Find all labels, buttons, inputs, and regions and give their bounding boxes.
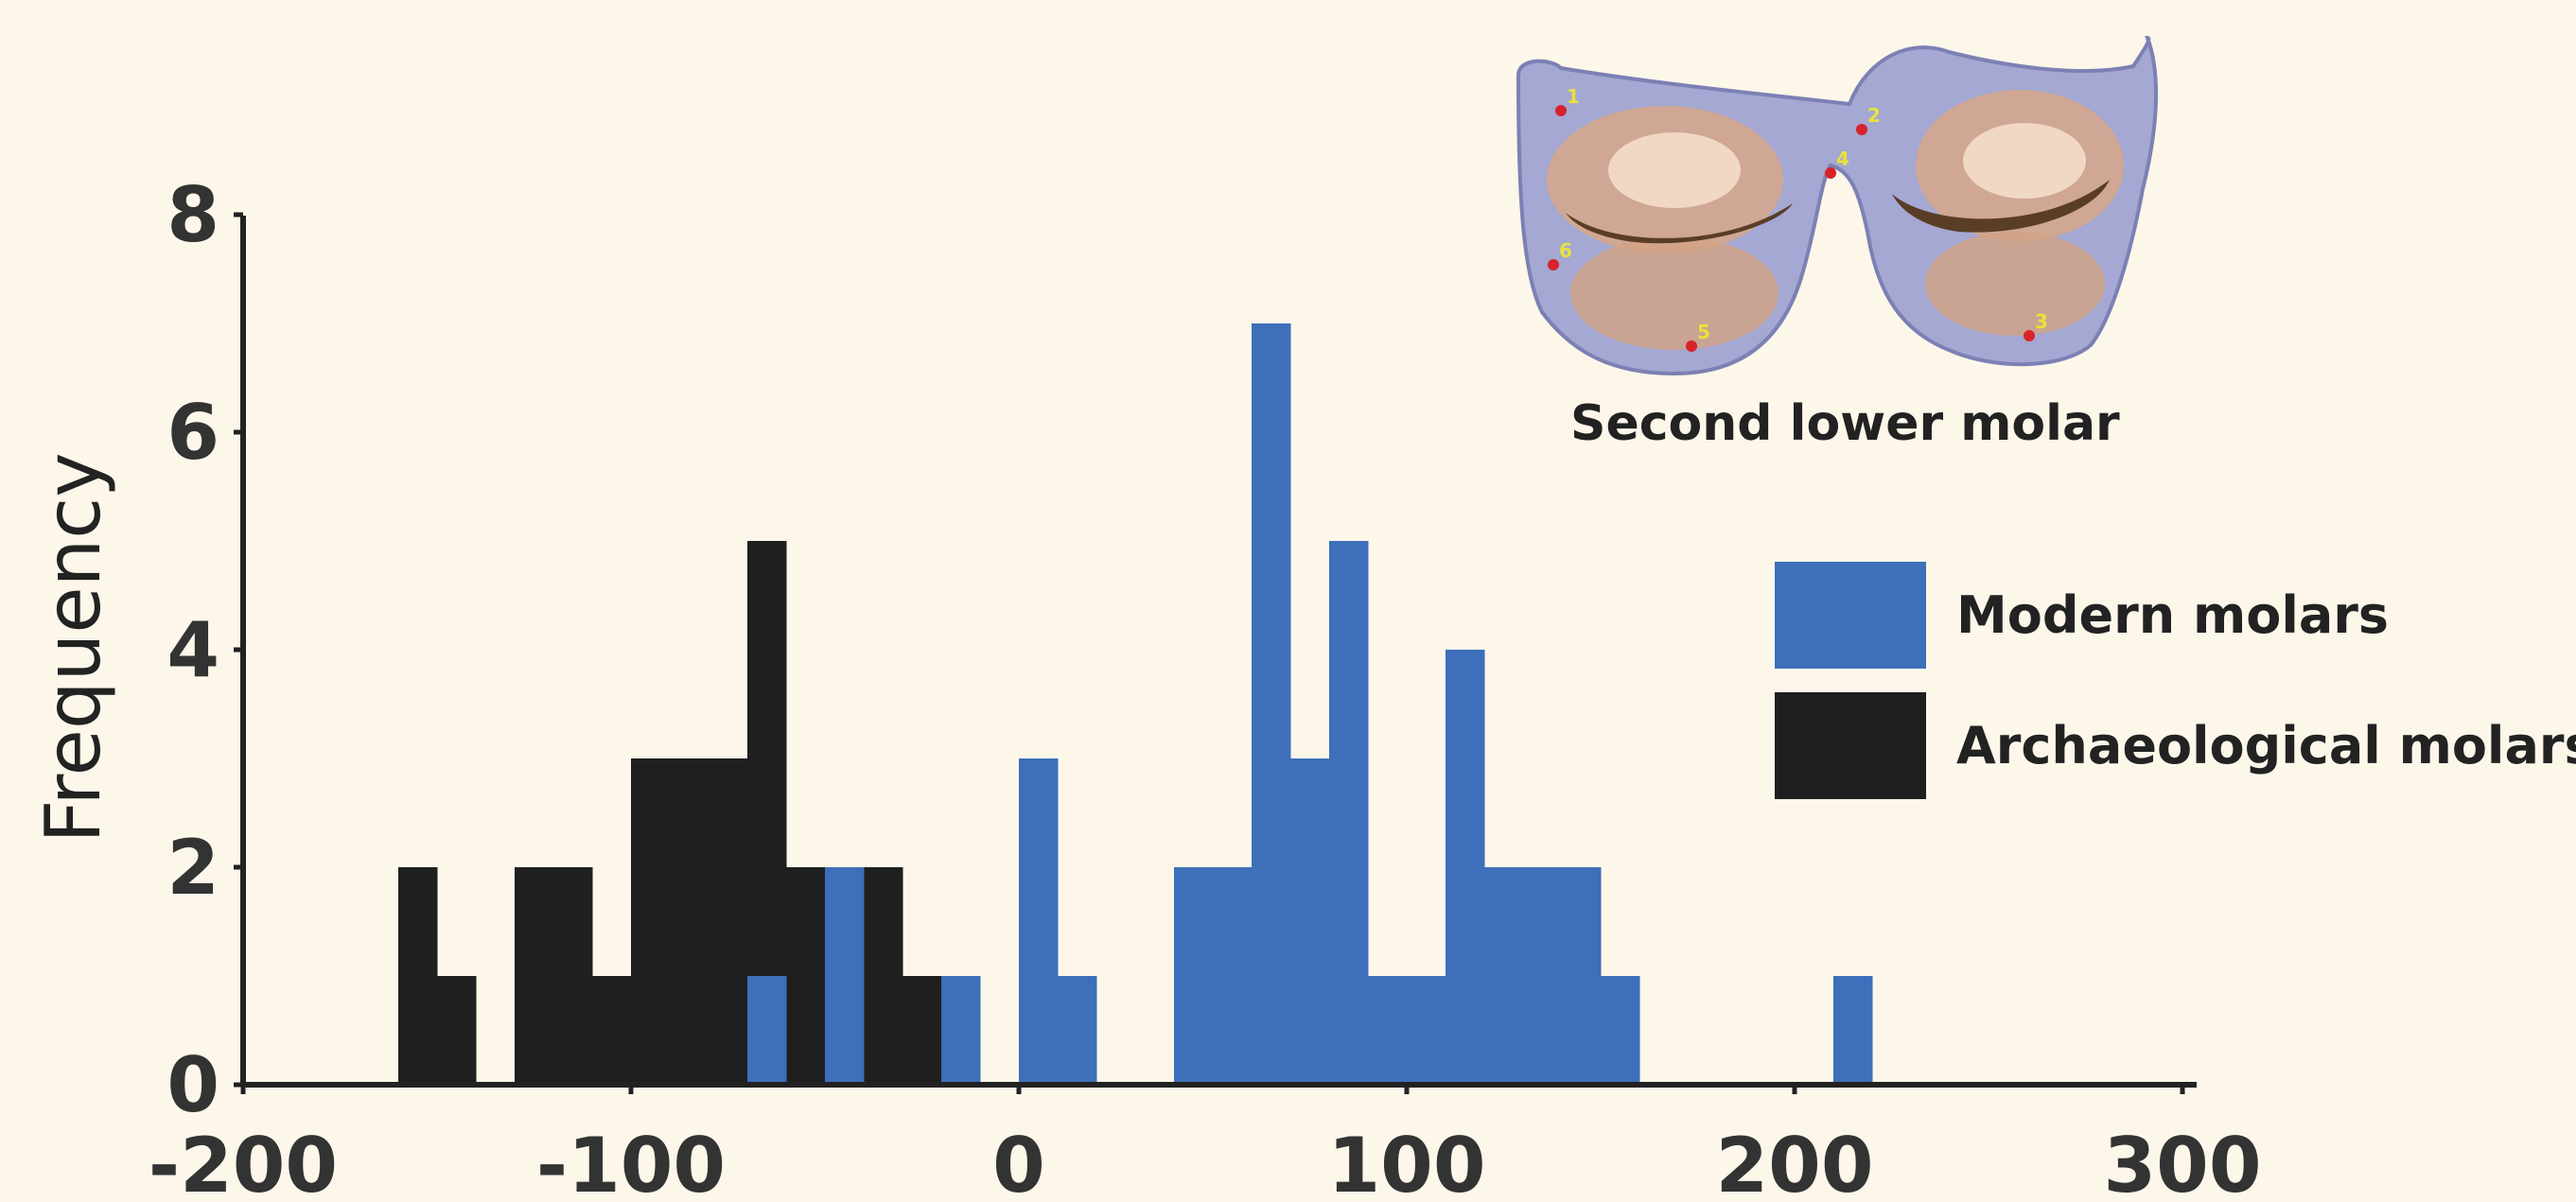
bar-modern-molars-15 — [1562, 867, 1602, 1085]
landmark-dot-4 — [1825, 167, 1836, 179]
inset-caption: Second lower molar — [1570, 395, 2120, 452]
bar-modern-molars-0 — [747, 976, 787, 1085]
landmark-dot-1 — [1555, 105, 1567, 116]
bar-modern-molars-16 — [1601, 976, 1640, 1085]
bar-archaeological-molars-4 — [592, 976, 632, 1085]
right-groove — [1892, 180, 2110, 233]
landmark-points: 1 2 3 4 5 6 — [1548, 85, 2048, 352]
bar-modern-molars-14 — [1523, 867, 1563, 1085]
bar-modern-molars-5 — [1174, 867, 1214, 1085]
bar-modern-molars-7 — [1252, 323, 1291, 1085]
bar-archaeological-molars-0 — [398, 867, 438, 1085]
bar-modern-molars-3 — [1019, 758, 1059, 1085]
legend: Modern molars Archaeological molars — [1775, 562, 2576, 799]
bar-modern-molars-9 — [1329, 541, 1369, 1085]
legend-label-archaeological-molars: Archaeological molars — [1956, 716, 2576, 775]
x-tick-label-0: 0 — [992, 1122, 1045, 1202]
bar-modern-molars-10 — [1368, 976, 1408, 1085]
bar-archaeological-molars-3 — [553, 867, 593, 1085]
left-cusp-lower — [1570, 236, 1779, 350]
x-tick-label--100: -100 — [536, 1122, 726, 1202]
legend-label-modern-molars: Modern molars — [1956, 585, 2389, 645]
bar-archaeological-molars-5 — [631, 758, 671, 1085]
landmark-dot-5 — [1686, 340, 1697, 352]
bar-archaeological-molars-12 — [902, 976, 942, 1085]
bar-modern-molars-6 — [1213, 867, 1253, 1085]
landmark-dot-3 — [2024, 330, 2035, 341]
bar-modern-molars-11 — [1407, 976, 1446, 1085]
bar-archaeological-molars-7 — [709, 758, 748, 1085]
bar-modern-molars-2 — [941, 976, 981, 1085]
bar-modern-molars-17 — [1833, 976, 1873, 1085]
x-tick-labels: -200 -100 0 100 200 300 — [149, 1122, 2262, 1202]
bar-archaeological-molars-1 — [437, 976, 477, 1085]
landmark-label-4: 4 — [1836, 148, 1849, 170]
bar-archaeological-molars-6 — [670, 758, 710, 1085]
legend-swatch-modern-molars — [1775, 562, 1926, 669]
bar-modern-molars-4 — [1058, 976, 1097, 1085]
bar-archaeological-molars-11 — [864, 867, 903, 1085]
landmark-label-3: 3 — [2035, 310, 2048, 333]
landmark-dot-6 — [1548, 259, 1559, 270]
landmark-label-6: 6 — [1559, 239, 1572, 262]
right-cusp-inner — [1963, 123, 2086, 199]
landmark-label-1: 1 — [1567, 85, 1580, 108]
y-tick-labels: 0 2 4 6 8 — [166, 171, 219, 1129]
axes-layer — [234, 212, 2197, 1094]
bar-archaeological-molars-9 — [786, 867, 826, 1085]
molar-inset-image: 1 2 3 4 5 6 Second lower molar — [1516, 35, 2159, 452]
x-tick-label-100: 100 — [1328, 1122, 1486, 1202]
bar-modern-molars-13 — [1484, 867, 1524, 1085]
y-tick-label-2: 2 — [166, 824, 219, 912]
x-tick-label--200: -200 — [149, 1122, 338, 1202]
landmark-label-5: 5 — [1697, 321, 1710, 343]
y-tick-label-0: 0 — [166, 1041, 219, 1129]
left-cusp-inner — [1608, 132, 1741, 208]
right-cusp-lower — [1925, 232, 2105, 336]
landmark-label-2: 2 — [1867, 104, 1881, 127]
bars-layer — [398, 323, 1873, 1085]
bar-archaeological-molars-2 — [515, 867, 554, 1085]
bar-modern-molars-8 — [1290, 758, 1330, 1085]
y-tick-label-6: 6 — [166, 389, 219, 477]
bar-modern-molars-12 — [1446, 650, 1485, 1085]
landmark-dot-2 — [1856, 124, 1867, 135]
y-tick-label-4: 4 — [166, 606, 219, 694]
bar-modern-molars-1 — [825, 867, 865, 1085]
x-tick-label-300: 300 — [2104, 1122, 2262, 1202]
y-axis-label: Frequency — [29, 452, 117, 843]
x-tick-label-200: 200 — [1716, 1122, 1874, 1202]
y-tick-label-8: 8 — [166, 171, 219, 259]
legend-swatch-archaeological-molars — [1775, 692, 1926, 799]
